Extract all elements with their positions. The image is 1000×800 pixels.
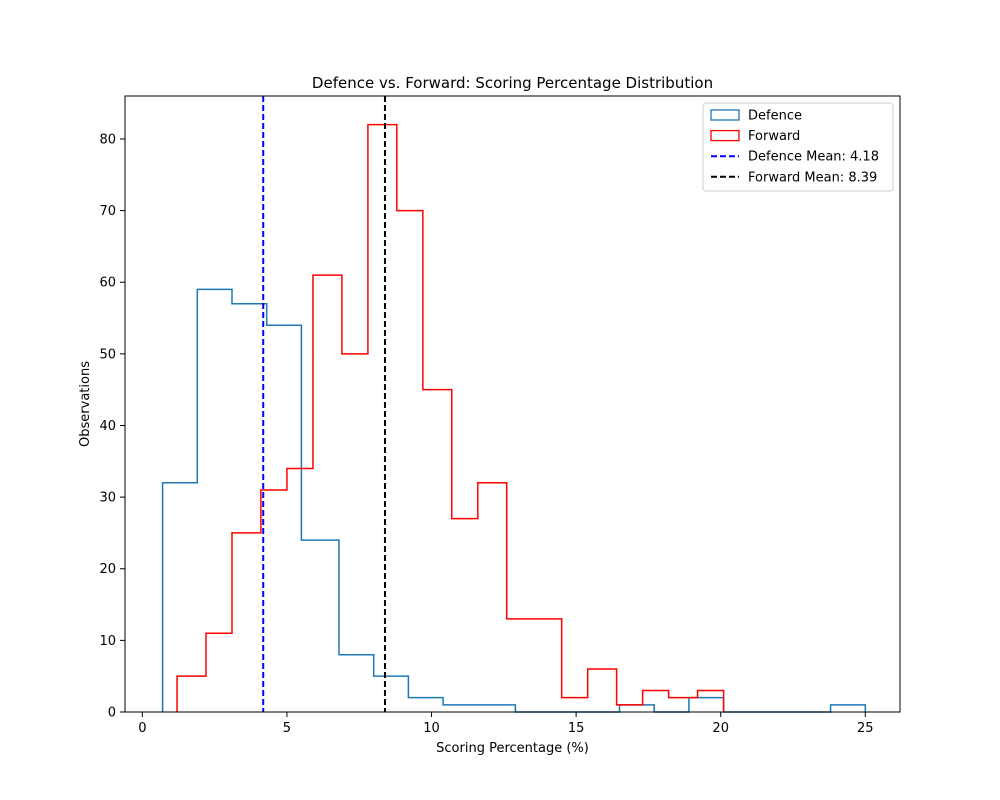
legend-swatch-forward [710,129,740,142]
y-axis-label: Observations [78,361,93,447]
chart-title: Defence vs. Forward: Scoring Percentage … [312,74,713,92]
y-tick-label: 50 [99,347,116,362]
forward-bin-0 [177,676,206,712]
forward-bin-15 [588,669,617,712]
y-tick-label: 10 [99,634,116,649]
forward-bin-4 [287,468,313,712]
forward-bin-10 [452,519,478,712]
forward-bin-9 [423,390,452,712]
forward-bin-19 [698,691,724,712]
forward-bin-6 [342,354,368,712]
forward-histogram-outline [176,123,725,712]
forward-bin-7 [368,125,397,712]
forward-bin-1 [206,633,232,712]
legend-box [702,102,894,192]
legend-label-forward-mean: Forward Mean: 8.39 [748,170,877,185]
defence-bin-19 [831,705,866,712]
x-tick-label: 5 [283,721,291,736]
y-tick-label: 40 [99,419,116,434]
forward-bin-18 [669,698,698,712]
x-tick-label: 10 [423,721,440,736]
x-axis-label: Scoring Percentage (%) [436,741,589,756]
forward-bin-2 [232,533,261,712]
legend-label-defence: Defence [748,109,802,124]
x-tick-label: 15 [568,721,585,736]
x-tick-label: 25 [857,721,874,736]
forward-bin-8 [397,211,423,712]
forward-bin-12 [507,619,533,712]
forward-bin-16 [617,705,643,712]
forward-bin-14 [562,698,588,712]
x-tick-label: 0 [138,721,146,736]
y-tick-label: 20 [99,562,116,577]
y-tick-label: 80 [99,132,116,147]
legend-label-defence-mean: Defence Mean: 4.18 [748,150,879,165]
forward-bin-11 [478,483,507,712]
legend: Defence Forward Defence Mean: 4.18 Forward … [702,102,894,192]
y-tick-label: 60 [99,276,116,291]
forward-bin-13 [533,619,562,712]
legend-label-forward: Forward [748,129,800,144]
forward-bin-17 [643,691,669,712]
y-tick-label: 0 [108,706,116,721]
y-tick-label: 70 [99,204,116,219]
legend-swatch-defence [710,109,740,121]
x-tick-label: 20 [712,721,729,736]
y-tick-label: 30 [99,491,116,506]
axes: 0 5 10 15 20 25 0 10 20 30 40 50 60 70 80 [99,95,901,736]
forward-bin-5 [313,275,342,712]
forward-bin-3 [261,490,287,712]
plot-frame [124,95,901,713]
